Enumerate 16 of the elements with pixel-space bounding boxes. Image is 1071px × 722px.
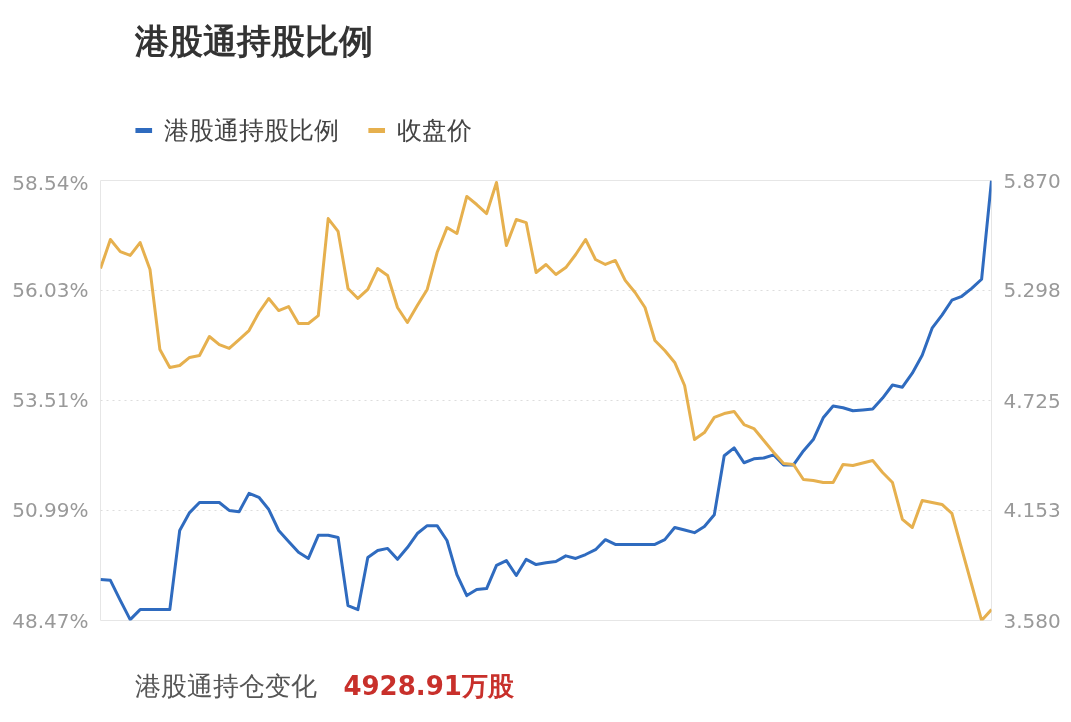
y-tick-label: 56.03% — [12, 278, 89, 303]
y-tick-label: 48.47% — [12, 608, 89, 633]
legend-label: 港股通持股比例 — [163, 116, 339, 145]
y-tick-label: 53.51% — [12, 388, 89, 413]
y2-tick-label: 5.870 — [1003, 168, 1061, 193]
text: 港股通持仓变化 — [135, 670, 318, 701]
y2-tick-label: 4.725 — [1003, 388, 1061, 413]
y2-tick-label: 5.298 — [1003, 278, 1061, 303]
legend-label: 收盘价 — [396, 116, 472, 145]
line-series — [100, 180, 992, 621]
text: 4928.91万股 — [343, 670, 515, 701]
y-tick-label: 58.54% — [12, 170, 89, 195]
y2-tick-label: 4.153 — [1003, 498, 1061, 523]
y2-tick-label: 3.580 — [1003, 608, 1061, 633]
y-tick-label: 50.99% — [12, 498, 89, 523]
chart-title: 港股通持股比例 — [134, 20, 374, 61]
